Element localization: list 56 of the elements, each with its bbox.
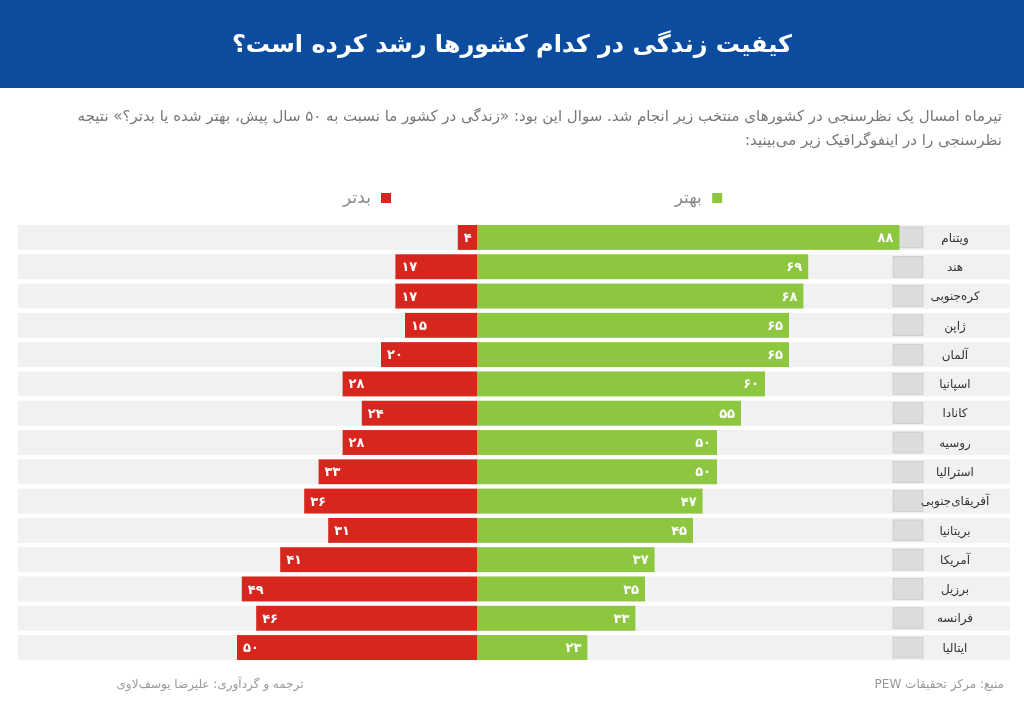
data-label: ۳۳ bbox=[324, 464, 341, 480]
data-label: ۲۰ bbox=[387, 347, 403, 363]
data-label: ۱۷ bbox=[401, 259, 418, 275]
data-label: ۴۶ bbox=[262, 610, 279, 626]
data-label: ۶۰ bbox=[743, 376, 759, 392]
y-tick-label: ژاپن bbox=[944, 318, 966, 334]
y-tick-label: هند bbox=[946, 259, 964, 274]
data-label: ۳۵ bbox=[623, 581, 640, 597]
data-label: ۴ bbox=[463, 230, 472, 245]
y-tick-label: اسپانیا bbox=[939, 377, 971, 392]
text: منبع: مرکز تحقیقات PEW bbox=[874, 677, 1004, 692]
data-label: ۵۰ bbox=[695, 464, 711, 480]
data-label: ۳۳ bbox=[613, 610, 630, 626]
data-label: ۴۷ bbox=[680, 493, 697, 509]
y-tick-label: آفریقای‌جنوبی bbox=[920, 493, 991, 510]
data-label: ۶۵ bbox=[767, 317, 784, 333]
data-label: ۱۷ bbox=[401, 288, 418, 304]
bar bbox=[405, 312, 477, 338]
data-label: ۶۸ bbox=[781, 288, 798, 304]
y-tick-label: روسیه bbox=[939, 435, 972, 451]
bar bbox=[395, 283, 477, 309]
y-tick-label: بریتانیا bbox=[939, 523, 971, 539]
data-label: ۴۱ bbox=[286, 552, 303, 568]
bar bbox=[395, 254, 477, 280]
data-label: ۴۵ bbox=[671, 522, 688, 538]
y-tick-label: فرانسه bbox=[936, 611, 974, 627]
data-label: ۳۱ bbox=[334, 522, 351, 538]
chart-title: کیفیت زندگی در کدام کشورها رشد کرده است؟ bbox=[0, 0, 1024, 88]
data-label: ۲۴ bbox=[367, 405, 384, 421]
chart-subtitle: تیرماه امسال یک نظرسنجی در کشورهای منتخب زیر انجام شد. سوال این بود: «زندگی در کشور ما نسبت به ۵۰ سال پیش، بهتر شده یا بدتر؟» نتیجه نظرسنجی را در اینفوگرافیک زیر می‌بینید: bbox=[76, 106, 1002, 151]
data-label: ۶۹ bbox=[786, 259, 803, 275]
data-label: ۵۵ bbox=[719, 405, 736, 421]
data-label: ۵۰ bbox=[695, 435, 711, 451]
data-label: ۵۰ bbox=[243, 640, 259, 656]
y-tick-label: کره‌جنوبی bbox=[930, 289, 980, 305]
y-tick-label: برزیل bbox=[940, 582, 970, 598]
data-label: ۲۸ bbox=[348, 376, 365, 392]
data-label: ۸۸ bbox=[877, 230, 894, 245]
y-tick-label: ایتالیا bbox=[942, 640, 968, 655]
data-label: ۶۵ bbox=[767, 347, 784, 363]
bar bbox=[457, 225, 477, 250]
y-tick-label: آلمان bbox=[941, 346, 969, 362]
text: ترجمه و گردآوری: علیرضا یوسف‌لاوی bbox=[116, 676, 304, 692]
data-label: ۳۶ bbox=[310, 493, 327, 509]
y-tick-label: آمریکا bbox=[939, 551, 971, 568]
legend-label: بدتر bbox=[342, 187, 371, 207]
y-tick-label: کانادا bbox=[942, 406, 968, 421]
data-label: ۳۷ bbox=[632, 552, 649, 568]
legend-label: بهتر bbox=[673, 187, 702, 208]
y-tick-label: ویتنام bbox=[941, 230, 969, 246]
bar bbox=[381, 342, 477, 368]
y-tick-label: استرالیا bbox=[936, 464, 974, 480]
data-label: ۲۸ bbox=[348, 435, 365, 451]
data-label: ۴۹ bbox=[247, 581, 264, 597]
data-label: ۱۵ bbox=[411, 317, 427, 333]
data-label: ۲۳ bbox=[565, 640, 582, 656]
